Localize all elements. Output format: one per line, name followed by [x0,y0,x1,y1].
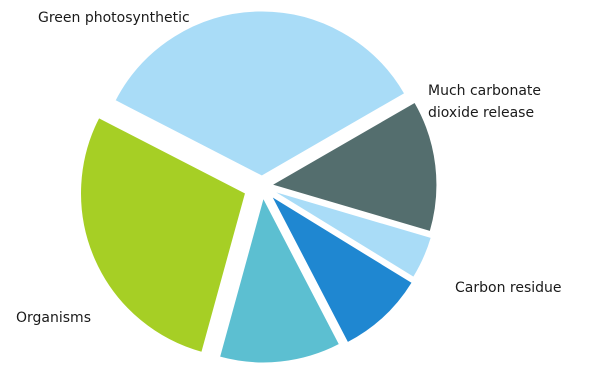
pie-slice-green-photosynthetic [114,10,406,177]
pie-slice-unlabeled-3 [218,196,341,364]
pie-slices [80,10,438,364]
pie-slice-much-carbonate-dioxide-release [270,101,438,233]
pie-label-carbon-residue: Carbon residue [455,280,562,296]
pie-slice-carbon-residue [270,194,413,344]
pie-label-green-photosynthetic: Green photosynthetic [38,10,190,26]
pie-slice-organisms [80,117,247,353]
pie-slice-unlabeled-1 [272,190,432,278]
pie-label-much-carbonate-dioxide-release: Much carbonate dioxide release [428,83,541,121]
pie-label-organisms: Organisms [16,310,91,326]
pie-labels: Much carbonate dioxide release Carbon resi… [16,10,562,326]
